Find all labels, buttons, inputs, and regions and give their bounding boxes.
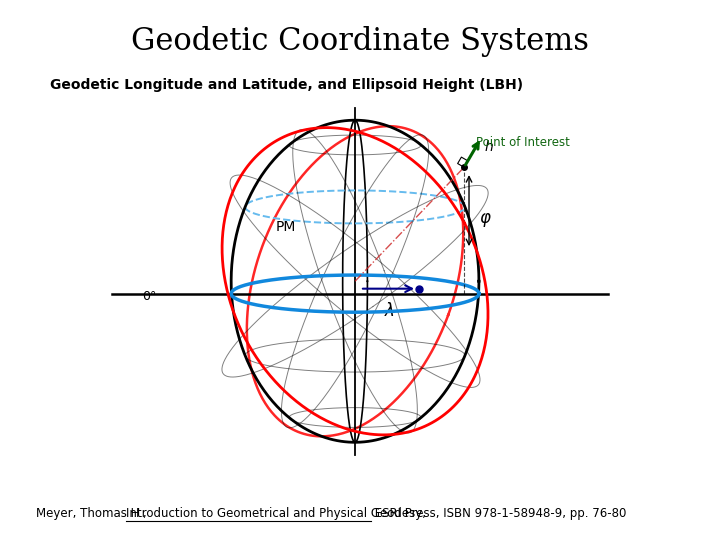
Text: λ: λ bbox=[384, 302, 395, 320]
Text: φ: φ bbox=[479, 209, 490, 227]
Text: Geodetic Longitude and Latitude, and Ellipsoid Height (LBH): Geodetic Longitude and Latitude, and Ell… bbox=[50, 78, 523, 92]
Text: 0°: 0° bbox=[142, 289, 156, 302]
Text: Meyer, Thomas H.,: Meyer, Thomas H., bbox=[36, 507, 150, 520]
Text: Geodetic Coordinate Systems: Geodetic Coordinate Systems bbox=[131, 26, 589, 57]
Text: Point of Interest: Point of Interest bbox=[477, 136, 570, 149]
Text: Introduction to Geometrical and Physical Geodesy,: Introduction to Geometrical and Physical… bbox=[126, 507, 426, 520]
Text: h: h bbox=[485, 140, 493, 154]
Text: ESRI Press, ISBN 978-1-58948-9, pp. 76-80: ESRI Press, ISBN 978-1-58948-9, pp. 76-8… bbox=[371, 507, 626, 520]
Text: PM: PM bbox=[276, 220, 296, 234]
